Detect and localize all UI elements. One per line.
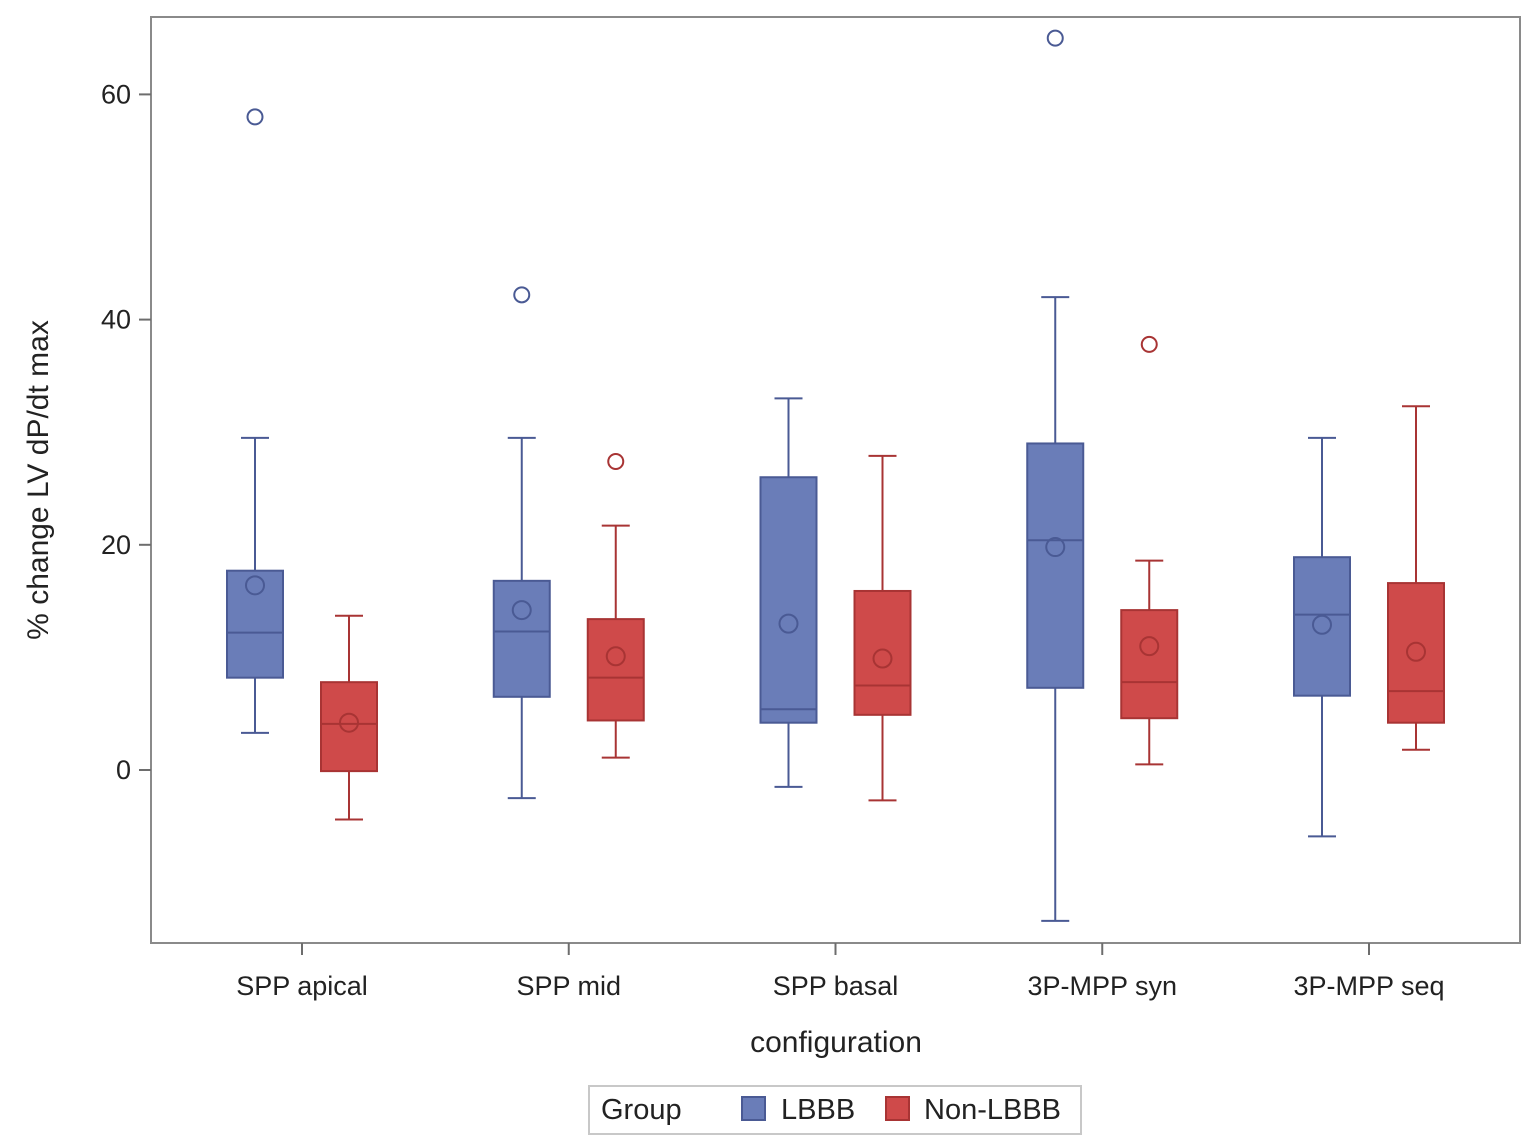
y-tick-label: 40 (101, 305, 131, 335)
iqr-box (1120, 609, 1179, 720)
y-tick-label: 60 (101, 79, 131, 109)
mean-marker (872, 648, 893, 669)
iqr-box (226, 569, 284, 679)
legend-swatch-lbbb (741, 1096, 766, 1121)
plot-area (150, 16, 1521, 944)
iqr-box (759, 476, 818, 724)
y-axis: 0 20 40 60 (101, 79, 151, 785)
iqr-box (320, 681, 378, 773)
legend-label-lbbb: LBBB (781, 1094, 855, 1126)
box-series-group (226, 29, 1445, 922)
legend-label-non-lbbb: Non-LBBB (924, 1094, 1061, 1126)
x-tick-label: 3P-MPP syn (1027, 971, 1177, 1001)
mean-marker (511, 600, 532, 621)
x-tick-label: SPP basal (773, 971, 899, 1001)
iqr-box (1293, 556, 1351, 697)
x-axis-title: configuration (750, 1026, 922, 1059)
mean-marker (778, 613, 799, 634)
x-tick-label: 3P-MPP seq (1293, 971, 1444, 1001)
mean-marker (605, 646, 626, 667)
outlier-point (513, 286, 531, 304)
box-non-lbbb-3 (1120, 335, 1179, 766)
legend: Group LBBB Non-LBBB (588, 1085, 1082, 1135)
y-tick-label: 20 (101, 530, 131, 560)
outlier-point (1046, 29, 1064, 47)
x-tick-label: SPP apical (236, 971, 368, 1001)
outlier-point (1140, 335, 1158, 353)
outlier-point (246, 108, 264, 126)
mean-marker (1312, 614, 1332, 635)
mean-marker (339, 712, 359, 733)
box-non-lbbb-2 (853, 454, 912, 802)
mean-marker (245, 575, 265, 596)
mean-marker (1045, 537, 1066, 558)
iqr-box (853, 589, 912, 716)
x-axis: SPP apical SPP mid SPP basal 3P-MPP syn 3P-M… (236, 943, 1445, 1001)
legend-swatch-non-lbbb (885, 1096, 910, 1121)
box-non-lbbb-1 (586, 452, 645, 759)
box-lbbb-0 (226, 108, 284, 734)
box-non-lbbb-4 (1387, 405, 1445, 751)
legend-title: Group (601, 1094, 682, 1126)
iqr-box (492, 579, 551, 698)
outlier-point (607, 452, 625, 470)
y-tick-label: 0 (116, 755, 131, 785)
iqr-box (586, 618, 645, 722)
iqr-box (1387, 582, 1445, 724)
box-lbbb-2 (759, 397, 818, 788)
box-non-lbbb-0 (320, 614, 378, 821)
mean-marker (1406, 641, 1426, 662)
y-axis-title: % change LV dP/dt max (22, 320, 55, 640)
box-lbbb-3 (1026, 29, 1085, 922)
box-lbbb-1 (492, 286, 551, 800)
box-lbbb-4 (1293, 436, 1351, 838)
x-tick-label: SPP mid (516, 971, 621, 1001)
legend-frame (588, 1085, 1082, 1135)
iqr-box (1026, 442, 1085, 689)
mean-marker (1139, 636, 1160, 657)
